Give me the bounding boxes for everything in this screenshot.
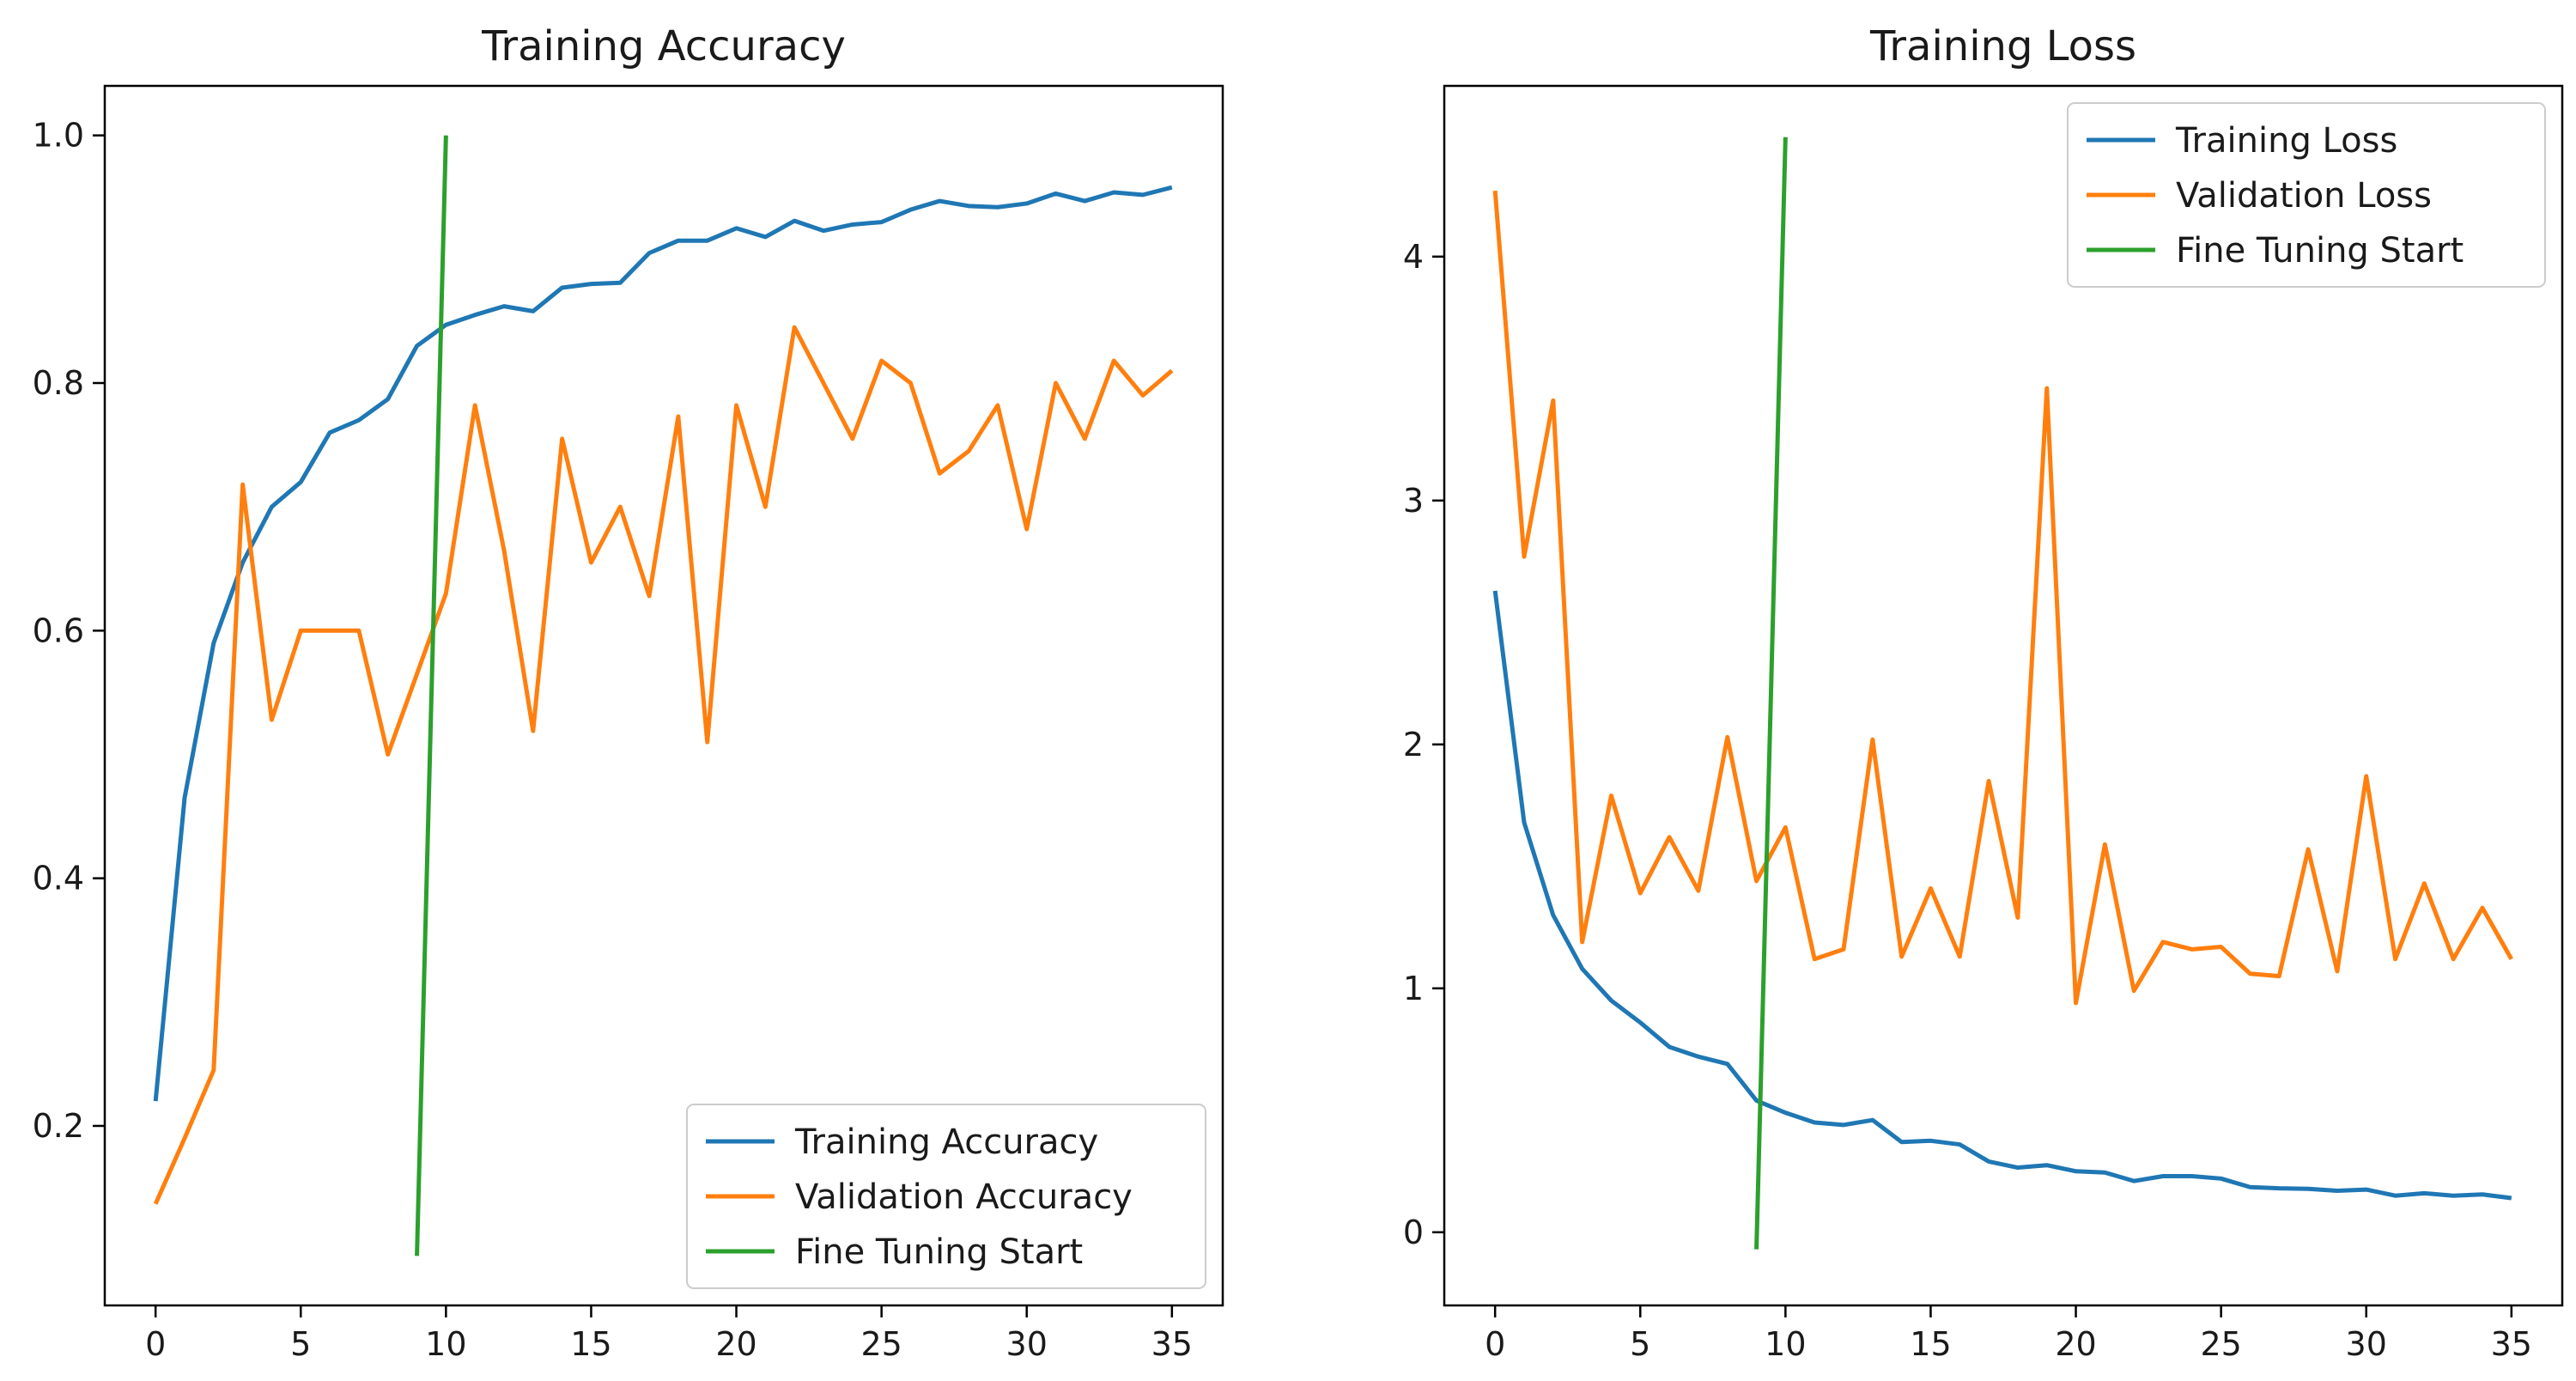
x-tick-label: 0 [1485,1325,1505,1363]
training-loss-line [1492,590,2512,1201]
x-tick-label: 15 [570,1325,611,1363]
x-tick-label: 10 [425,1325,466,1363]
x-tick-label: 30 [1006,1325,1048,1363]
legend: Training Accuracy Validation Accuracy Fine… [686,1104,1206,1289]
chart-title: Training Accuracy [481,22,846,70]
legend-item-validation-accuracy: Validation Accuracy [706,1177,1133,1217]
x-tick-label: 30 [2346,1325,2387,1363]
plot-frame [103,84,1224,1307]
legend-box [686,1104,1206,1289]
y-tick-label: 2 [1403,726,1424,764]
plot-frame [1443,84,2564,1307]
legend-item-validation-loss: Validation Loss [2087,176,2432,216]
x-tick-label: 20 [2055,1325,2096,1363]
x-axis: 0 5 10 15 20 25 30 35 [1485,1305,2532,1363]
x-tick-label: 0 [145,1325,166,1363]
chart-title: Training Loss [1869,22,2136,70]
validation-accuracy-line [153,325,1174,1205]
x-tick-label: 5 [290,1325,311,1363]
fine-tuning-start-line [1754,137,1788,1250]
legend-label: Fine Tuning Start [2176,231,2464,271]
y-tick-label: 0.6 [33,611,84,649]
x-tick-label: 35 [2491,1325,2532,1363]
x-tick-label: 5 [1630,1325,1650,1363]
y-tick-label: 1 [1403,970,1424,1007]
series-group [153,135,1174,1256]
training-loss-chart: Training Loss 0 5 10 15 20 25 30 35 0 1 2 3 4 Training… [1403,22,2564,1363]
legend-label: Fine Tuning Start [795,1232,1083,1272]
legend-label: Validation Loss [2176,176,2432,216]
y-tick-label: 3 [1403,482,1424,520]
legend-item-fine-tuning-start: Fine Tuning Start [706,1232,1083,1272]
y-axis: 0 1 2 3 4 [1403,238,1444,1251]
training-accuracy-chart: Training Accuracy 0 5 10 15 20 25 30 35 0.2 0.4 0.6… [33,22,1224,1363]
x-axis: 0 5 10 15 20 25 30 35 [145,1305,1193,1363]
legend-item-training-loss: Training Loss [2087,121,2397,161]
fine-tuning-start-line [415,135,448,1256]
x-tick-label: 25 [2200,1325,2241,1363]
y-tick-label: 4 [1403,238,1424,276]
legend-item-training-accuracy: Training Accuracy [706,1122,1098,1162]
x-tick-label: 10 [1765,1325,1806,1363]
x-tick-label: 15 [1910,1325,1951,1363]
y-tick-label: 0.2 [33,1107,84,1145]
y-tick-label: 0 [1403,1214,1424,1251]
legend-item-fine-tuning-start: Fine Tuning Start [2087,231,2464,271]
validation-loss-line [1492,190,2513,1006]
y-tick-label: 0.8 [33,364,84,402]
y-tick-label: 0.4 [33,860,84,897]
x-tick-label: 20 [715,1325,756,1363]
legend-label: Validation Accuracy [795,1177,1133,1217]
series-group [1492,137,2513,1250]
legend-label: Training Loss [2175,121,2397,161]
x-tick-label: 25 [860,1325,902,1363]
x-tick-label: 35 [1151,1325,1193,1363]
legend-box [2067,102,2546,288]
legend: Training Loss Validation Loss Fine Tuning … [2067,102,2546,288]
y-tick-label: 1.0 [33,117,84,155]
legend-label: Training Accuracy [794,1122,1098,1162]
training-accuracy-line [153,185,1173,1102]
y-axis: 0.2 0.4 0.6 0.8 1.0 [33,117,105,1145]
